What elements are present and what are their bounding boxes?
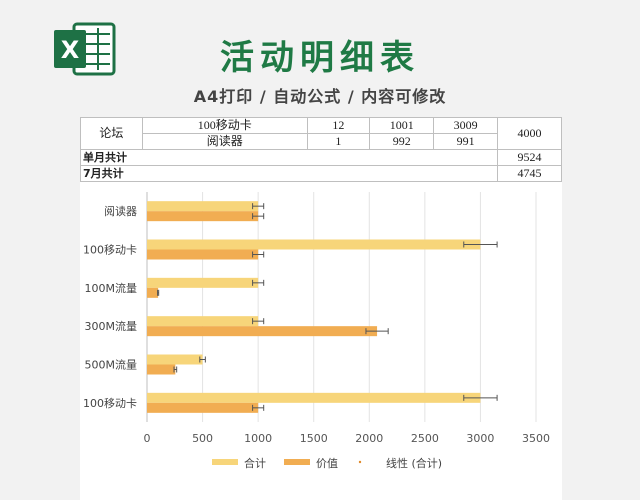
data-table: 论坛 100移动卡 12 1001 3009 4000 阅读器 1 992 99… — [79, 117, 562, 182]
value2-cell[interactable]: 991 — [433, 133, 499, 150]
bar-value — [147, 326, 378, 337]
page-subtitle: A4打印 / 自动公式 / 内容可修改 — [193, 87, 447, 106]
x-tick-label: 1000 — [244, 432, 272, 445]
y-category-label: 300M流量 — [85, 319, 138, 333]
bar-value — [147, 402, 259, 413]
table-row: 阅读器 1 992 991 — [81, 133, 562, 150]
summary-label-cell[interactable]: 7月共计 — [79, 165, 499, 182]
qty-cell[interactable]: 12 — [306, 117, 371, 134]
group-total-cell[interactable]: 4000 — [497, 117, 562, 150]
x-tick-label: 1500 — [300, 432, 328, 445]
summary-row: 单月共计 9524 — [79, 149, 562, 166]
summary-value-cell[interactable]: 9524 — [497, 149, 562, 166]
bar-value — [147, 287, 159, 298]
legend-label: 线性 (合计) — [386, 456, 442, 470]
item-cell[interactable]: 阅读器 — [141, 133, 308, 150]
bar-value — [147, 249, 259, 260]
group-label-cell[interactable]: 论坛 — [80, 117, 143, 150]
table-row: 论坛 100移动卡 12 1001 3009 4000 — [80, 117, 562, 150]
item-cell[interactable]: 100移动卡 — [141, 117, 308, 134]
x-tick-label: 500 — [192, 432, 213, 445]
legend-trendline-marker — [358, 460, 362, 464]
bar-total — [147, 316, 259, 327]
bar-chart[interactable]: 0 500 1000 1500 2000 2500 3000 3500 阅读器 100移动卡 100… — [80, 182, 562, 482]
y-category-label: 阅读器 — [104, 204, 137, 218]
y-category-label: 500M流量 — [85, 358, 138, 372]
bar-total — [147, 277, 259, 288]
value2-cell[interactable]: 3009 — [433, 117, 499, 134]
qty-cell[interactable]: 1 — [306, 133, 371, 150]
bar-value — [147, 211, 259, 222]
logo-letter: X — [61, 36, 80, 64]
y-category-label: 100移动卡 — [83, 244, 137, 257]
x-tick-label: 0 — [144, 432, 151, 445]
summary-label-cell[interactable]: 单月共计 — [79, 149, 499, 166]
value1-cell[interactable]: 992 — [369, 133, 435, 150]
legend-swatch — [284, 459, 310, 465]
x-tick-label: 2000 — [355, 432, 383, 445]
y-category-label: 100M流量 — [85, 281, 138, 295]
excel-logo-icon: X — [54, 22, 116, 76]
bar-total — [147, 392, 481, 403]
spreadsheet-area: 论坛 100移动卡 12 1001 3009 4000 阅读器 1 992 99… — [79, 117, 562, 500]
page-title: 活动明细表 — [220, 38, 420, 78]
x-tick-label: 2500 — [411, 432, 439, 445]
legend-swatch — [212, 459, 238, 465]
chart-svg: 0 500 1000 1500 2000 2500 3000 3500 阅读器 100移动卡 100… — [83, 192, 550, 470]
bar-total — [147, 239, 481, 250]
legend-label: 合计 — [244, 456, 266, 470]
summary-value-cell[interactable]: 4745 — [497, 165, 562, 182]
summary-row: 7月共计 4745 — [79, 165, 562, 182]
x-tick-label: 3000 — [466, 432, 494, 445]
value1-cell[interactable]: 1001 — [369, 117, 435, 134]
y-category-label: 100移动卡 — [83, 397, 137, 410]
bar-value — [147, 364, 176, 375]
legend-label: 价值 — [316, 457, 338, 470]
bar-total — [147, 354, 203, 365]
x-tick-label: 3500 — [522, 432, 550, 445]
bar-total — [147, 201, 259, 212]
